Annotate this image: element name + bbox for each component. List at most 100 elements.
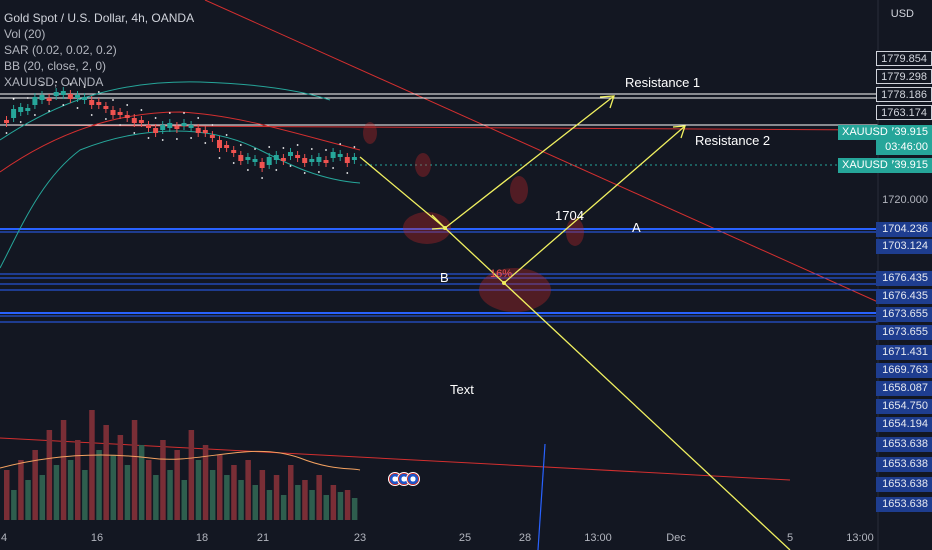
volume-bar (25, 480, 31, 520)
price-label[interactable]: 1676.435 (876, 271, 932, 286)
candle (11, 109, 17, 118)
legend-symbol[interactable]: XAUUSD, OANDA (4, 75, 104, 89)
trendline-red-upper[interactable] (204, 0, 879, 303)
sar-dot (5, 132, 8, 134)
annotation-resistance-1[interactable]: Resistance 1 (625, 75, 701, 90)
candlestick-series[interactable] (4, 87, 357, 172)
trendline-red-resistance[interactable] (0, 124, 879, 131)
candle (295, 155, 301, 158)
candle (53, 92, 59, 96)
volume-bar (117, 435, 124, 520)
volume-bar (188, 430, 195, 520)
price-label[interactable]: 1654.194 (876, 417, 932, 432)
volume-bar (138, 445, 145, 520)
price-label[interactable]: 1658.087 (876, 381, 932, 396)
annotation-percent[interactable]: 16% (490, 268, 513, 280)
annotation-resistance-2[interactable]: Resistance 2 (695, 133, 771, 148)
price-label[interactable]: 1703.124 (876, 239, 932, 254)
currency-label[interactable]: USD (890, 8, 914, 20)
anchor-point-2[interactable] (443, 226, 447, 230)
time-axis-label: 23 (353, 532, 367, 544)
candle (138, 120, 144, 123)
sar-dot (261, 177, 263, 179)
trendline-red-volume[interactable] (0, 437, 791, 481)
sar-dot (211, 124, 214, 126)
anchor-point[interactable] (502, 281, 506, 285)
sar-dot (247, 169, 249, 171)
price-label[interactable]: 1779.298 (876, 69, 932, 84)
sar-dot (12, 98, 15, 100)
sar-dot (76, 107, 79, 109)
legend-title[interactable]: Gold Spot / U.S. Dollar, 4h, OANDA (4, 11, 195, 25)
price-label[interactable]: 1673.655 (876, 325, 932, 340)
annotation-text[interactable]: Text (450, 382, 474, 397)
symbol-tag[interactable]: XAUUSD (838, 125, 892, 140)
price-label[interactable]: 1653.638 (876, 477, 932, 492)
price-label[interactable]: 1763.174 (876, 105, 932, 120)
sar-dot (190, 137, 193, 139)
sar-dot (282, 147, 285, 149)
candle (337, 154, 343, 157)
legend-vol[interactable]: Vol (20) (4, 27, 46, 41)
sar-dot (126, 104, 129, 106)
price-label[interactable]: 1676.435 (876, 289, 932, 304)
sar-dot (55, 81, 58, 83)
vertical-blue-line[interactable] (537, 443, 546, 550)
price-label[interactable]: 1669.763 (876, 363, 932, 378)
volume-bar (11, 490, 17, 520)
volume-bar (4, 470, 10, 520)
candle (32, 97, 38, 105)
price-label[interactable]: 1778.186 (876, 87, 932, 102)
annotation-1704[interactable]: 1704 (555, 208, 584, 223)
price-label[interactable]: 1704.236 (876, 222, 932, 237)
volume-bar (46, 430, 53, 520)
candle (181, 123, 187, 126)
sar-dot (353, 146, 356, 148)
candle (259, 162, 265, 168)
candle (209, 135, 215, 138)
volume-bar (273, 475, 280, 520)
sar-dot (140, 109, 143, 111)
price-label[interactable]: 1653.638 (876, 497, 932, 512)
price-label[interactable]: 1653.638 (876, 457, 932, 472)
symbol-tag[interactable]: XAUUSD (838, 158, 892, 173)
price-label[interactable]: 1673.655 (876, 307, 932, 322)
volume-bar (75, 440, 81, 520)
volume-bar (32, 450, 38, 520)
sar-dots (5, 81, 356, 179)
sar-dot (133, 132, 136, 134)
sar-dot (254, 148, 256, 150)
legend-bb[interactable]: BB (20, close, 2, 0) (4, 59, 107, 73)
annotation-a[interactable]: A (632, 220, 641, 235)
candle (18, 107, 24, 112)
sar-dot (332, 167, 334, 169)
time-axis-label: 28 (518, 532, 532, 544)
time-axis-label: Dec (666, 532, 686, 544)
volume-bar (344, 490, 351, 520)
candle (67, 94, 73, 99)
candle (351, 157, 357, 160)
us-flag-icon[interactable] (406, 472, 420, 486)
volume-bar (167, 470, 173, 520)
candle (323, 160, 329, 163)
volume-bar (238, 480, 244, 520)
volume-bar (209, 470, 216, 520)
volume-bar (82, 470, 88, 520)
price-label[interactable]: 1654.750 (876, 399, 932, 414)
volume-bar (252, 485, 258, 520)
candle (202, 130, 208, 133)
sar-dot (19, 121, 22, 123)
price-label[interactable]: 1671.431 (876, 345, 932, 360)
legend-sar[interactable]: SAR (0.02, 0.02, 0.2) (4, 43, 117, 57)
price-label: 1720.000 (882, 194, 928, 206)
sar-dot (26, 97, 29, 99)
annotation-b[interactable]: B (440, 270, 449, 285)
volume-bar (302, 480, 308, 520)
bollinger-mid (0, 111, 361, 173)
sar-dot (112, 99, 114, 101)
price-label[interactable]: 1653.638 (876, 437, 932, 452)
sar-dot (318, 171, 320, 173)
price-label[interactable]: 1779.854 (876, 51, 932, 66)
sar-dot (232, 162, 235, 164)
